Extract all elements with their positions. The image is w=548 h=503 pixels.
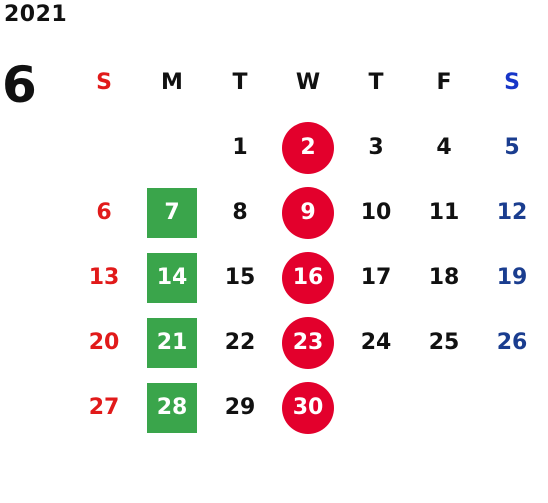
- year-label: 2021: [4, 2, 68, 27]
- day-cell-empty: [478, 375, 546, 440]
- day-cell-empty: [342, 375, 410, 440]
- day-cell-sunday[interactable]: 20: [88, 330, 120, 355]
- weekday-tue: T: [232, 70, 248, 95]
- day-cell-sunday[interactable]: 6: [96, 200, 112, 225]
- day-cell-marked-green[interactable]: 21: [138, 310, 206, 375]
- day-cell[interactable]: 4: [436, 135, 452, 160]
- day-cell-marked-red[interactable]: 2: [274, 115, 342, 180]
- day-cell[interactable]: 3: [368, 135, 384, 160]
- day-number: 7: [147, 187, 197, 238]
- day-cell[interactable]: 11: [428, 200, 460, 225]
- day-number: 28: [147, 382, 197, 433]
- day-cell-marked-red[interactable]: 23: [274, 310, 342, 375]
- month-label: 6: [2, 56, 37, 114]
- day-cell-marked-red[interactable]: 9: [274, 180, 342, 245]
- day-cell-sunday[interactable]: 13: [88, 265, 120, 290]
- weekday-thu: T: [368, 70, 384, 95]
- day-cell[interactable]: 18: [428, 265, 460, 290]
- day-cell-empty: [410, 375, 478, 440]
- day-cell-saturday[interactable]: 26: [496, 330, 528, 355]
- weekday-sun: S: [96, 70, 112, 95]
- day-cell[interactable]: 24: [360, 330, 392, 355]
- day-cell[interactable]: 22: [224, 330, 256, 355]
- day-cell[interactable]: 15: [224, 265, 256, 290]
- day-cell[interactable]: 10: [360, 200, 392, 225]
- weekday-sat: S: [504, 70, 520, 95]
- day-number: 16: [282, 251, 334, 304]
- day-number: 9: [282, 186, 334, 239]
- calendar-grid: S M T W T F S 1 2 3 4 5 6 7 8 9 10 11 12…: [70, 50, 548, 440]
- day-cell[interactable]: 8: [232, 200, 248, 225]
- day-number: 14: [147, 252, 197, 303]
- weekday-fri: F: [436, 70, 452, 95]
- day-cell[interactable]: 17: [360, 265, 392, 290]
- day-cell-saturday[interactable]: 19: [496, 265, 528, 290]
- day-cell-sunday[interactable]: 27: [88, 395, 120, 420]
- day-cell-marked-green[interactable]: 14: [138, 245, 206, 310]
- day-cell[interactable]: 25: [428, 330, 460, 355]
- day-cell[interactable]: 1: [232, 135, 248, 160]
- weekday-mon: M: [161, 70, 183, 95]
- day-number: 2: [282, 121, 334, 174]
- day-number: 21: [147, 317, 197, 368]
- day-cell-saturday[interactable]: 12: [496, 200, 528, 225]
- weekday-wed: W: [295, 70, 321, 95]
- day-cell-empty: [70, 115, 138, 180]
- day-cell[interactable]: 29: [224, 395, 256, 420]
- day-cell-marked-green[interactable]: 28: [138, 375, 206, 440]
- day-number: 30: [282, 381, 334, 434]
- day-number: 23: [282, 316, 334, 369]
- day-cell-saturday[interactable]: 5: [504, 135, 520, 160]
- day-cell-marked-red[interactable]: 16: [274, 245, 342, 310]
- day-cell-empty: [138, 115, 206, 180]
- day-cell-marked-green[interactable]: 7: [138, 180, 206, 245]
- day-cell-marked-red[interactable]: 30: [274, 375, 342, 440]
